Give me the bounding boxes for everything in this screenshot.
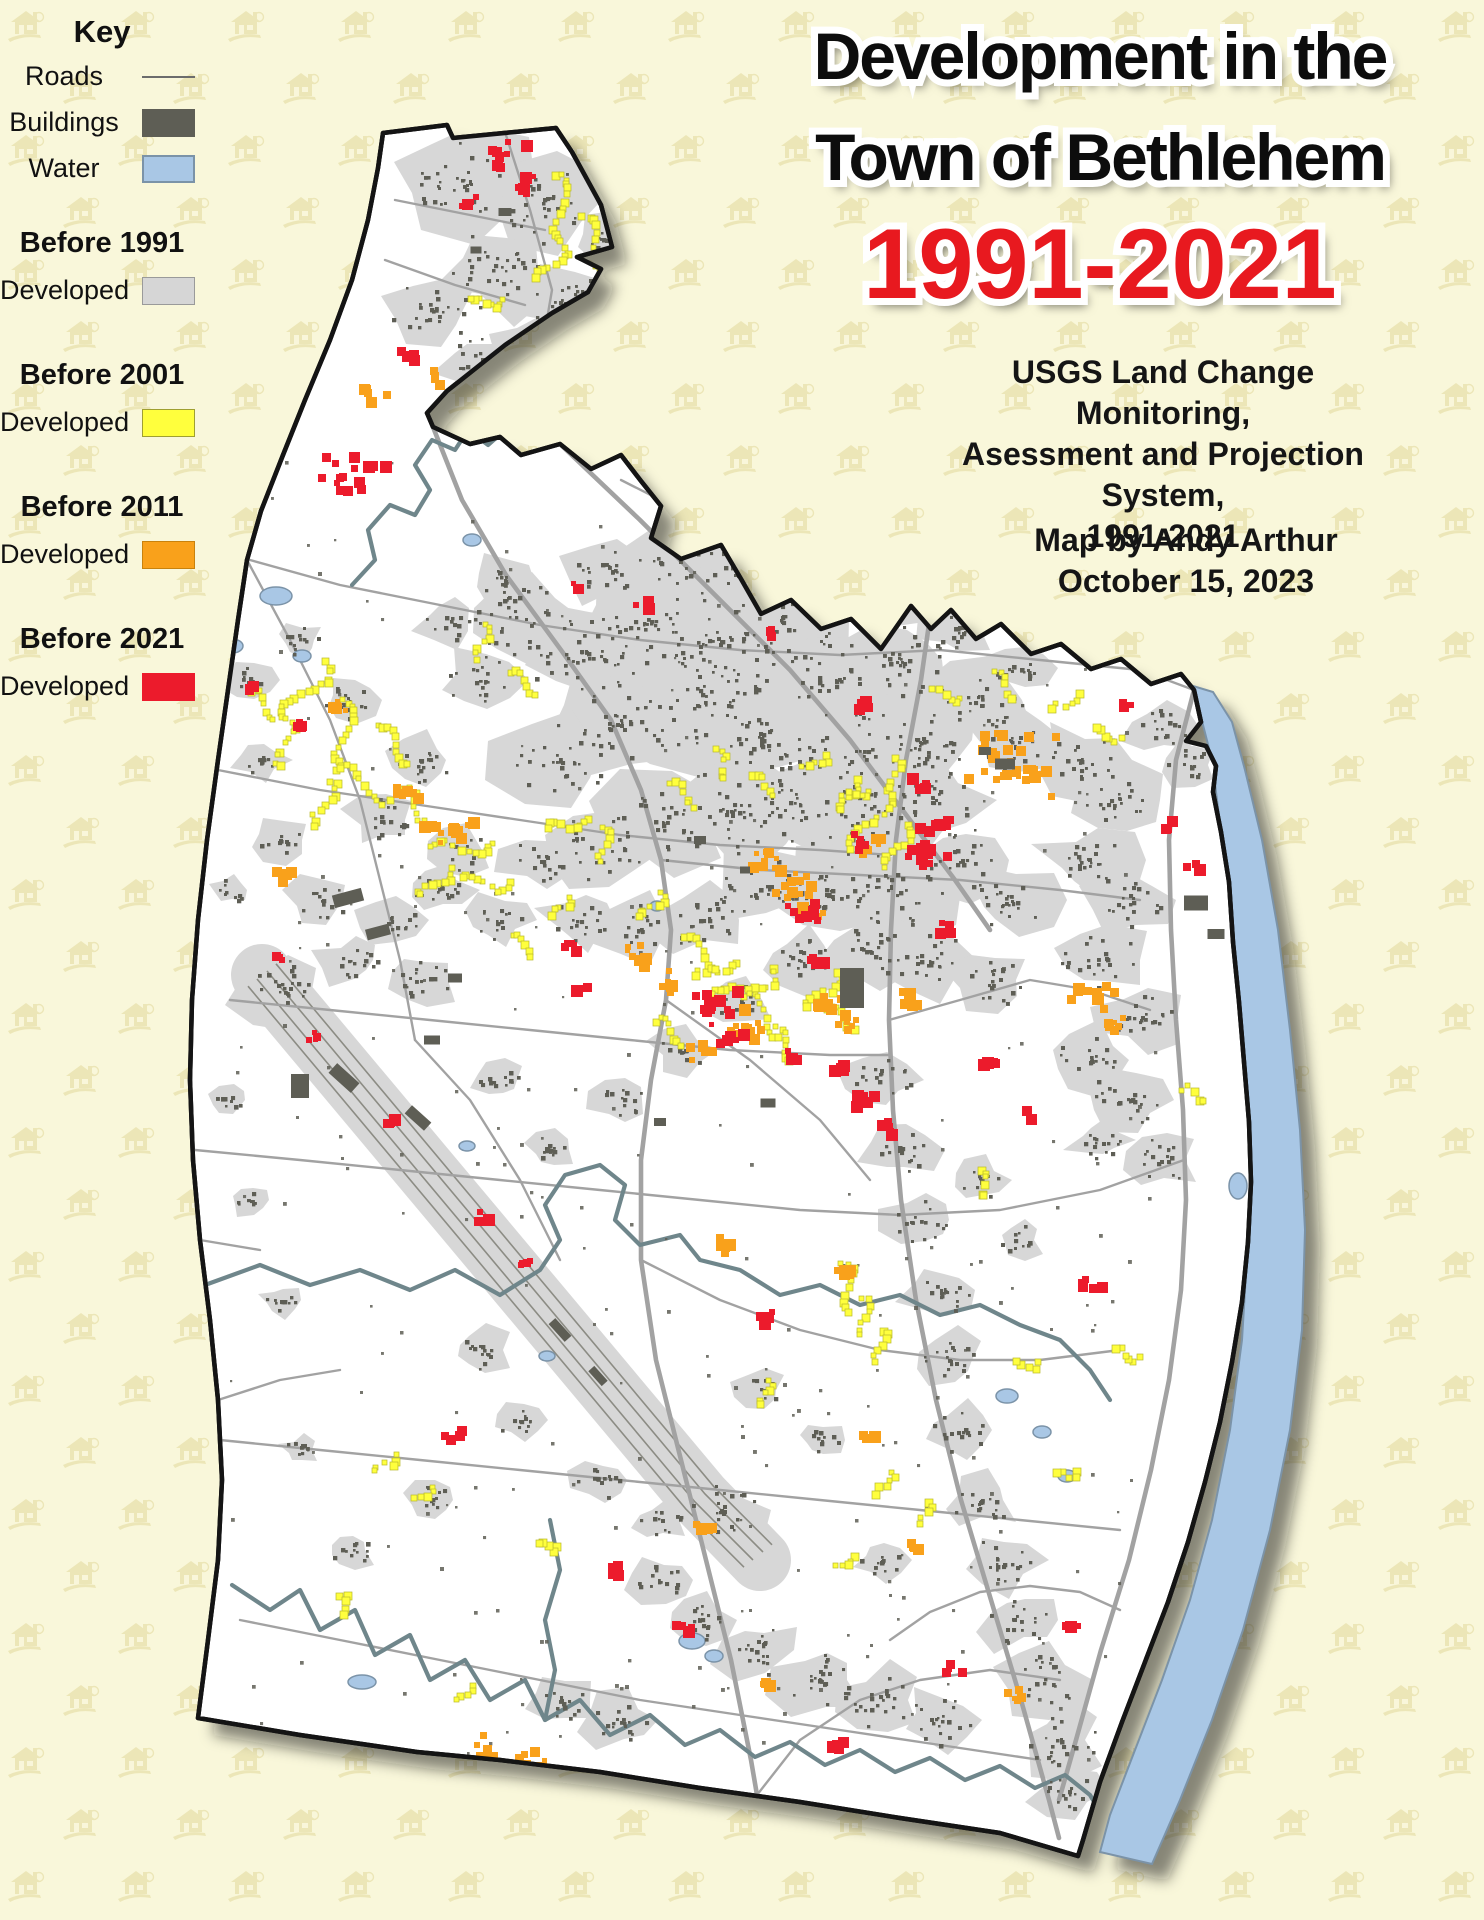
legend-row-developed-2001: Developed <box>0 408 230 437</box>
title-line-1: Development in the <box>740 6 1460 107</box>
legend-header-before-2001: Before 2001 <box>19 359 185 391</box>
legend-row-developed-2021: Developed <box>0 672 230 701</box>
legend-header-before-2011: Before 2011 <box>20 491 184 523</box>
subtitle-line-1: USGS Land Change Monitoring, <box>1011 354 1315 431</box>
legend-row-buildings: Buildings <box>0 108 230 137</box>
title-line-2: Town of Bethlehem <box>740 107 1460 208</box>
buildings-swatch <box>142 108 195 137</box>
subtitle-block: USGS Land Change Monitoring, Asessment a… <box>935 352 1391 557</box>
developed-1991-swatch <box>142 276 195 305</box>
legend-header-before-2021: Before 2021 <box>19 623 185 655</box>
title-years: 1991-2021 <box>740 208 1460 320</box>
legend-label-developed-2021: Developed <box>0 671 130 701</box>
legend-label-water: Water <box>28 153 100 183</box>
roads-line-swatch <box>142 75 195 78</box>
legend-title: Key <box>73 14 131 49</box>
subtitle-line-3: 1991-2021 <box>1086 518 1240 554</box>
developed-2011-swatch <box>142 540 195 569</box>
legend-row-water: Water <box>0 154 230 183</box>
legend-row-developed-2011: Developed <box>0 540 230 569</box>
legend-label-buildings: Buildings <box>9 107 119 137</box>
credits-author: Map by Andy Arthur <box>1034 522 1338 558</box>
legend-label-developed-2011: Developed <box>0 539 130 569</box>
legend-label-developed-1991: Developed <box>0 275 130 305</box>
legend-panel: Key Roads Buildings Water Before 1991 De… <box>0 14 230 718</box>
credits-date: October 15, 2023 <box>1057 563 1315 599</box>
legend-header-before-1991: Before 1991 <box>19 227 185 259</box>
legend-row-roads: Roads <box>0 62 230 91</box>
legend-label-roads: Roads <box>24 61 104 91</box>
legend-row-developed-1991: Developed <box>0 276 230 305</box>
legend-label-developed-2001: Developed <box>0 407 130 437</box>
poster-title: Development in the Town of Bethlehem 199… <box>740 6 1460 320</box>
water-swatch <box>142 154 195 183</box>
credits-block: Map by Andy Arthur October 15, 2023 <box>986 520 1386 602</box>
developed-2021-swatch <box>142 672 195 701</box>
developed-2001-swatch <box>142 408 195 437</box>
subtitle-line-2: Asessment and Projection System, <box>962 436 1364 513</box>
